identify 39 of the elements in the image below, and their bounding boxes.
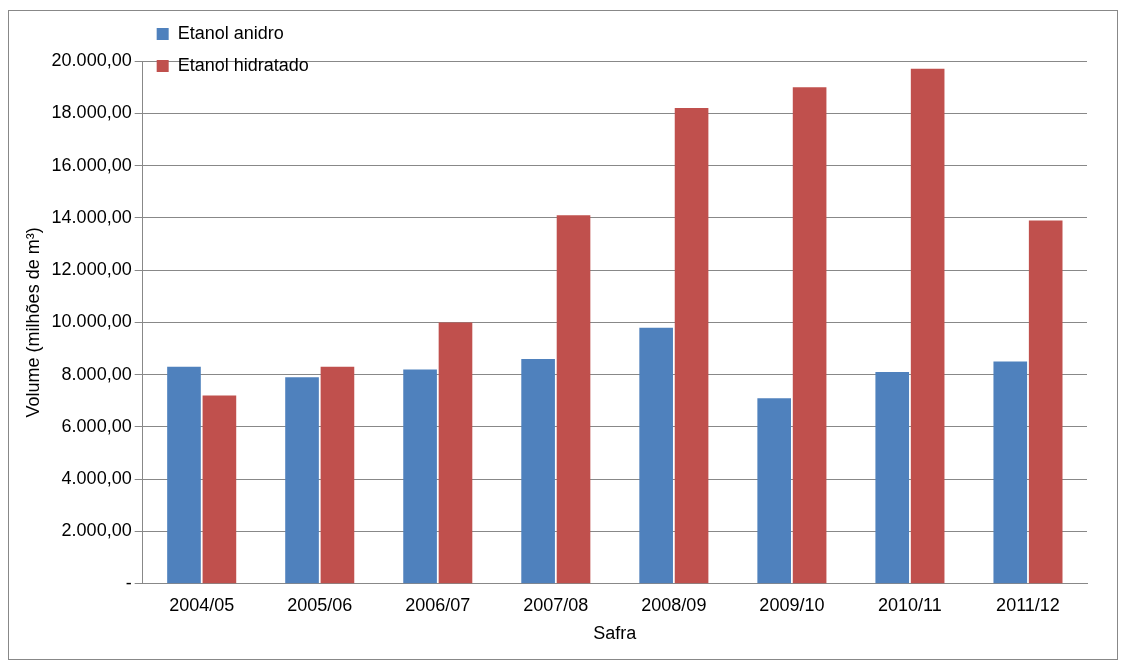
bar <box>320 366 355 584</box>
x-tick-label: 2006/07 <box>405 594 471 615</box>
y-axis-title: Volume (milhões de m³) <box>22 227 43 418</box>
bar <box>639 327 673 584</box>
y-tick-label: 6.000,00 <box>61 415 132 436</box>
bar <box>674 108 709 584</box>
bar <box>167 366 201 584</box>
y-tick-label: 18.000,00 <box>51 102 132 123</box>
y-tick-label: 16.000,00 <box>51 154 132 175</box>
y-tick-label: 4.000,00 <box>61 468 132 489</box>
x-tick-label: 2007/08 <box>523 594 589 615</box>
y-tick-label: 10.000,00 <box>51 311 132 332</box>
bar <box>910 68 945 584</box>
bar <box>403 369 437 584</box>
x-tick-label: 2005/06 <box>287 594 353 615</box>
y-tick-label: - <box>125 572 132 593</box>
x-tick-label: 2008/09 <box>641 594 707 615</box>
bar <box>993 361 1028 584</box>
y-tick-label: 14.000,00 <box>51 206 132 227</box>
y-tick-label: 8.000,00 <box>61 363 132 384</box>
x-tick-label: 2010/11 <box>878 594 942 615</box>
legend-label: Etanol hidratado <box>177 54 309 75</box>
bar <box>438 322 473 584</box>
y-tick-label: 12.000,00 <box>51 259 132 280</box>
bar <box>556 215 591 584</box>
x-tick-label: 2009/10 <box>759 594 825 615</box>
bar <box>757 398 792 584</box>
x-axis-title: Safra <box>593 623 638 644</box>
legend-label: Etanol anidro <box>177 22 284 43</box>
bar <box>1028 220 1063 584</box>
bar <box>521 359 555 584</box>
bar <box>285 377 319 584</box>
bar <box>792 87 827 584</box>
bar <box>202 395 237 584</box>
x-tick-label: 2004/05 <box>169 594 235 615</box>
x-tick-label: 2011/12 <box>996 594 1060 615</box>
bar <box>875 372 910 584</box>
y-tick-label: 20.000,00 <box>51 49 132 70</box>
y-tick-label: 2.000,00 <box>61 520 132 541</box>
